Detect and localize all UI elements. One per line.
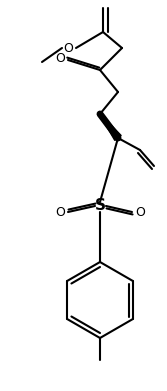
Text: O: O: [63, 41, 73, 54]
Text: O: O: [55, 52, 65, 65]
Polygon shape: [100, 114, 121, 140]
Text: O: O: [135, 206, 145, 219]
Text: S: S: [95, 199, 106, 213]
Text: O: O: [55, 206, 65, 219]
